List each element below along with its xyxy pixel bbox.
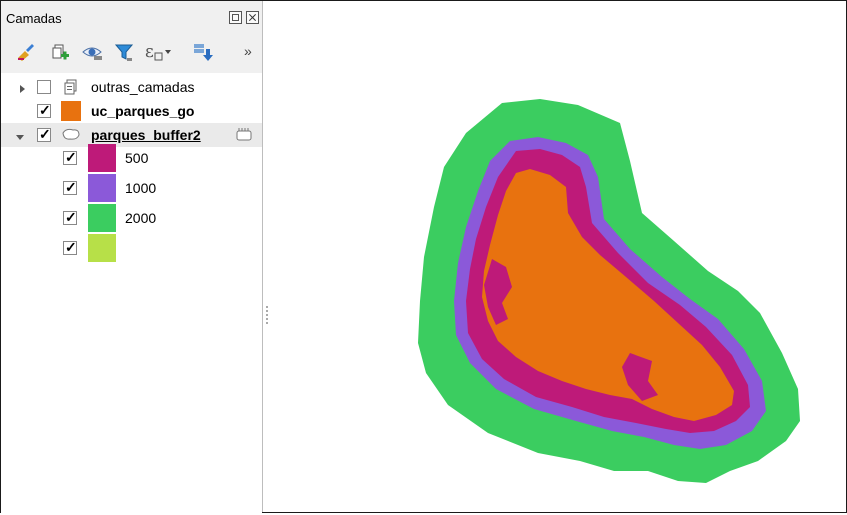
layer-checkbox[interactable] (37, 102, 51, 119)
layer-checkbox[interactable] (37, 126, 51, 143)
panel-toolbar: ε » (1, 33, 262, 69)
layer-tree: outras_camadas uc_parques_go parques_buf… (1, 73, 262, 513)
add-group-icon[interactable] (49, 41, 71, 63)
collapse-arrow-icon[interactable] (15, 130, 25, 140)
layer-row-uc-parques-go[interactable]: uc_parques_go (1, 99, 262, 123)
layer-row-parques-buffer2[interactable]: parques_buffer2 (1, 123, 262, 147)
expression-filter-icon[interactable]: ε (143, 41, 173, 63)
layer-label: parques_buffer2 (91, 127, 201, 143)
class-checkbox[interactable] (63, 179, 77, 196)
class-swatch (88, 204, 116, 232)
filter-icon[interactable] (113, 41, 135, 63)
layer-label: uc_parques_go (91, 103, 195, 119)
inner-notch (484, 259, 512, 325)
map-canvas[interactable] (270, 1, 845, 512)
layer-label: outras_camadas (91, 79, 195, 95)
inner-notch-2 (622, 353, 658, 401)
layer-row-outras-camadas[interactable]: outras_camadas (1, 75, 262, 99)
close-panel-button[interactable] (246, 11, 259, 24)
class-checkbox[interactable] (63, 209, 77, 226)
panel-title: Camadas (6, 11, 62, 26)
expand-all-icon[interactable] (191, 41, 213, 63)
panel-resize-handle[interactable] (266, 306, 268, 326)
polygon-layer-icon (61, 125, 81, 145)
class-swatch (88, 234, 116, 262)
overflow-menu-button[interactable]: » (244, 43, 252, 59)
buffer-map (418, 99, 800, 483)
class-label: 2000 (125, 210, 157, 226)
layers-panel: Camadas ε » (1, 1, 263, 513)
class-checkbox[interactable] (63, 239, 77, 256)
layer-checkbox[interactable] (37, 80, 51, 94)
group-icon (61, 77, 81, 97)
svg-text:ε: ε (145, 42, 154, 62)
fill-swatch (61, 101, 81, 121)
core-polygon (482, 169, 734, 421)
class-swatch (88, 174, 116, 202)
embedded-layer-icon[interactable] (234, 126, 254, 146)
class-label: 500 (125, 150, 149, 166)
panel-titlebar: Camadas (1, 1, 262, 33)
class-label: 1000 (125, 180, 157, 196)
eye-visibility-icon[interactable] (81, 41, 103, 63)
expand-arrow-icon[interactable] (17, 82, 27, 93)
float-panel-button[interactable] (229, 11, 242, 24)
style-brush-icon[interactable] (15, 41, 37, 63)
class-swatch (88, 144, 116, 172)
class-checkbox[interactable] (63, 149, 77, 166)
